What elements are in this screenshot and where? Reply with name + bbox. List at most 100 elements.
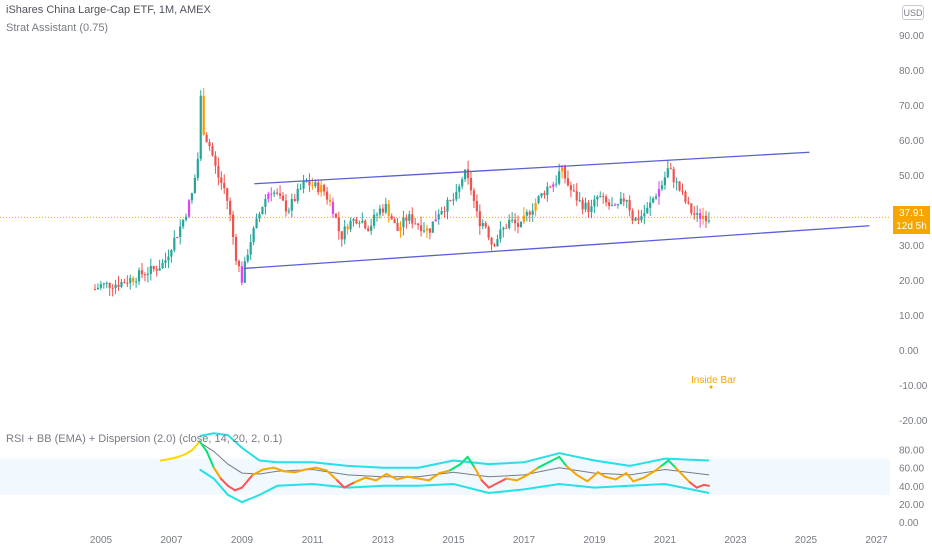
candle-body[interactable] [234, 237, 238, 261]
candle-body[interactable] [311, 185, 314, 187]
rsi-segment[interactable] [251, 468, 265, 476]
candle-body[interactable] [364, 220, 367, 229]
candle-body[interactable] [170, 250, 173, 257]
rsi-segment[interactable] [353, 476, 367, 484]
candle-body[interactable] [640, 216, 643, 221]
candle-body[interactable] [325, 191, 329, 200]
candle-body[interactable] [425, 228, 429, 231]
candle-body[interactable] [613, 204, 617, 206]
candle-body[interactable] [176, 237, 179, 239]
candle-body[interactable] [431, 221, 434, 233]
candle-body[interactable] [534, 203, 537, 211]
candle-body[interactable] [484, 223, 487, 227]
rsi-segment[interactable] [505, 477, 518, 482]
candle-body[interactable] [355, 219, 358, 224]
candle-body[interactable] [308, 181, 311, 186]
rsi-segment[interactable] [625, 472, 635, 483]
candle-body[interactable] [558, 171, 561, 184]
rsi-segment[interactable] [385, 473, 399, 481]
currency-button[interactable]: USD [902, 5, 924, 20]
candle-body[interactable] [129, 278, 132, 284]
candle-body[interactable] [161, 262, 164, 269]
candle-body[interactable] [173, 237, 176, 251]
rsi-segment[interactable] [170, 455, 180, 460]
rsi-segment[interactable] [262, 466, 275, 471]
rsi-segment[interactable] [304, 466, 318, 471]
candle-body[interactable] [387, 203, 390, 216]
candle-body[interactable] [408, 214, 411, 221]
candle-body[interactable] [649, 202, 652, 208]
candle-body[interactable] [701, 215, 705, 219]
candle-body[interactable] [211, 146, 214, 156]
candle-body[interactable] [287, 210, 290, 212]
candle-body[interactable] [493, 244, 496, 247]
candle-body[interactable] [687, 202, 690, 204]
candle-body[interactable] [331, 201, 335, 214]
rsi-segment[interactable] [473, 466, 483, 482]
rsi-segment[interactable] [632, 476, 645, 483]
candle-body[interactable] [187, 200, 191, 217]
rsi-segment[interactable] [205, 450, 215, 469]
candle-body[interactable] [290, 198, 293, 211]
candle-body[interactable] [522, 215, 525, 222]
candle-body[interactable] [102, 283, 105, 285]
candle-body[interactable] [452, 199, 455, 201]
candle-body[interactable] [93, 289, 97, 291]
lower-channel-line[interactable] [243, 225, 870, 270]
candle-body[interactable] [240, 266, 243, 283]
candle-body[interactable] [314, 182, 317, 186]
rsi-segment[interactable] [547, 455, 561, 464]
candle-body[interactable] [258, 214, 261, 219]
candle-body[interactable] [605, 196, 608, 203]
candle-body[interactable] [249, 242, 252, 255]
candle-body[interactable] [419, 225, 423, 232]
candle-body[interactable] [155, 268, 158, 271]
rsi-segment[interactable] [272, 466, 286, 473]
candle-body[interactable] [184, 216, 188, 220]
candle-body[interactable] [140, 270, 144, 275]
rsi-segment[interactable] [438, 469, 451, 475]
candle-body[interactable] [278, 193, 282, 196]
candle-body[interactable] [284, 200, 288, 212]
rsi-segment[interactable] [466, 455, 476, 469]
candle-body[interactable] [502, 227, 505, 230]
candle-body[interactable] [449, 199, 452, 201]
candle-body[interactable] [666, 168, 669, 178]
candle-body[interactable] [208, 142, 211, 147]
candle-body[interactable] [428, 228, 431, 233]
rsi-segment[interactable] [226, 484, 236, 492]
candle-body[interactable] [293, 198, 296, 201]
candle-body[interactable] [690, 203, 693, 214]
candle-body[interactable] [261, 206, 264, 215]
candle-body[interactable] [202, 95, 205, 135]
candle-body[interactable] [652, 198, 655, 203]
candle-body[interactable] [575, 191, 578, 201]
candle-body[interactable] [143, 274, 147, 276]
candle-body[interactable] [516, 223, 520, 227]
bb-lower-line[interactable] [199, 468, 710, 504]
candle-body[interactable] [569, 185, 572, 191]
candle-body[interactable] [270, 193, 273, 195]
rsi-segment[interactable] [406, 475, 420, 480]
rsi-segment[interactable] [526, 466, 540, 476]
candle-body[interactable] [393, 219, 396, 223]
candle-body[interactable] [519, 221, 523, 227]
candle-body[interactable] [372, 214, 376, 226]
candle-body[interactable] [464, 169, 467, 180]
rsi-segment[interactable] [515, 473, 529, 482]
candle-body[interactable] [164, 260, 167, 263]
candle-body[interactable] [223, 182, 226, 189]
candle-body[interactable] [631, 210, 634, 221]
rsi-segment[interactable] [191, 440, 201, 451]
rsi-segment[interactable] [702, 483, 711, 487]
candle-body[interactable] [440, 211, 443, 215]
candle-body[interactable] [229, 200, 232, 215]
candle-body[interactable] [108, 282, 111, 288]
candle-body[interactable] [411, 214, 414, 224]
candle-body[interactable] [699, 213, 702, 219]
candle-body[interactable] [111, 287, 114, 289]
candle-body[interactable] [96, 287, 100, 290]
candle-body[interactable] [437, 214, 440, 220]
candle-body[interactable] [126, 282, 129, 284]
candle-body[interactable] [217, 165, 220, 178]
